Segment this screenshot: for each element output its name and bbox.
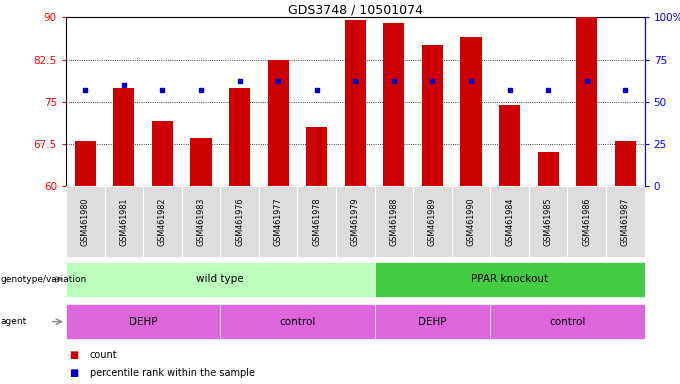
Text: wild type: wild type: [197, 274, 244, 285]
Bar: [143, 186, 182, 257]
Bar: [152, 121, 173, 186]
Bar: [568, 186, 606, 257]
Bar: [113, 88, 135, 186]
Bar: [452, 186, 490, 257]
Text: percentile rank within the sample: percentile rank within the sample: [90, 368, 255, 378]
Bar: [576, 17, 598, 186]
Bar: [499, 104, 520, 186]
Text: GSM461980: GSM461980: [81, 198, 90, 246]
Bar: [606, 186, 645, 257]
Text: GSM461978: GSM461978: [312, 197, 321, 246]
Bar: [460, 37, 481, 186]
Text: DEHP: DEHP: [418, 316, 447, 327]
Bar: [490, 304, 645, 339]
Bar: [220, 186, 259, 257]
Bar: [75, 141, 96, 186]
Text: GSM461983: GSM461983: [197, 198, 205, 246]
Bar: [267, 60, 289, 186]
Text: GSM461988: GSM461988: [390, 198, 398, 246]
Bar: [375, 262, 645, 297]
Bar: [529, 186, 568, 257]
Text: GSM461979: GSM461979: [351, 197, 360, 246]
Bar: [384, 23, 405, 186]
Bar: [259, 186, 297, 257]
Bar: [220, 304, 375, 339]
Text: control: control: [549, 316, 585, 327]
Bar: [375, 304, 490, 339]
Bar: [105, 186, 143, 257]
Bar: [229, 88, 250, 186]
Bar: [490, 186, 529, 257]
Text: GSM461976: GSM461976: [235, 197, 244, 246]
Text: genotype/variation: genotype/variation: [1, 275, 87, 284]
Text: ■: ■: [69, 350, 79, 360]
Bar: [190, 138, 211, 186]
Text: GSM461985: GSM461985: [544, 197, 553, 246]
Text: control: control: [279, 316, 316, 327]
Text: PPAR knockout: PPAR knockout: [471, 274, 548, 285]
Text: agent: agent: [1, 317, 27, 326]
Text: GSM461977: GSM461977: [273, 197, 283, 246]
Bar: [413, 186, 452, 257]
Text: GSM461981: GSM461981: [119, 198, 129, 246]
Bar: [336, 186, 375, 257]
Bar: [297, 186, 336, 257]
Bar: [306, 127, 327, 186]
Bar: [345, 20, 366, 186]
Text: ■: ■: [69, 368, 79, 378]
Bar: [66, 186, 105, 257]
Text: GSM461990: GSM461990: [466, 197, 475, 246]
Text: DEHP: DEHP: [129, 316, 157, 327]
Text: count: count: [90, 350, 118, 360]
Text: GSM461982: GSM461982: [158, 197, 167, 246]
Title: GDS3748 / 10501074: GDS3748 / 10501074: [288, 3, 423, 16]
Bar: [422, 45, 443, 186]
Text: GSM461986: GSM461986: [582, 198, 592, 246]
Bar: [538, 152, 559, 186]
Text: GSM461984: GSM461984: [505, 198, 514, 246]
Text: GSM461989: GSM461989: [428, 197, 437, 246]
Bar: [375, 186, 413, 257]
Bar: [615, 141, 636, 186]
Bar: [182, 186, 220, 257]
Text: GSM461987: GSM461987: [621, 197, 630, 246]
Bar: [66, 262, 375, 297]
Bar: [66, 304, 220, 339]
